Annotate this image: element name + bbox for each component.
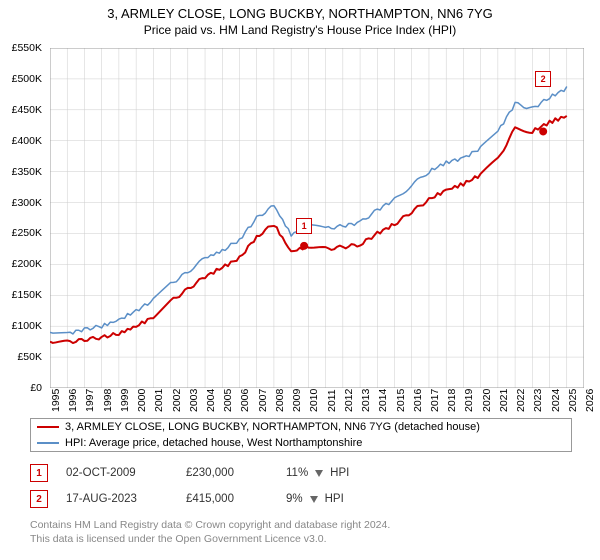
x-tick-label: 1998 [102,389,114,412]
x-tick-label: 2026 [584,389,596,412]
event-price: £230,000 [186,467,286,479]
legend-swatch [37,426,59,428]
event-date: 17-AUG-2023 [66,493,186,505]
x-tick-label: 2018 [446,389,458,412]
x-tick-label: 2004 [205,389,217,412]
legend-row: 3, ARMLEY CLOSE, LONG BUCKBY, NORTHAMPTO… [31,419,571,435]
x-tick-label: 1997 [84,389,96,412]
x-tick-label: 2003 [188,389,200,412]
x-tick-label: 1995 [50,389,62,412]
event-delta-suffix: HPI [330,467,349,479]
y-tick-label: £500K [12,73,42,85]
y-tick-label: £450K [12,104,42,116]
legend: 3, ARMLEY CLOSE, LONG BUCKBY, NORTHAMPTO… [30,418,572,452]
y-tick-label: £150K [12,289,42,301]
y-tick-label: £50K [17,351,42,363]
event-delta-pct: 11% [286,467,308,479]
x-tick-label: 2002 [171,389,183,412]
footer-line-1: Contains HM Land Registry data © Crown c… [30,518,570,532]
x-tick-label: 2012 [343,389,355,412]
y-tick-label: £0 [30,382,42,394]
chart-titles: 3, ARMLEY CLOSE, LONG BUCKBY, NORTHAMPTO… [0,0,600,39]
x-tick-label: 2001 [153,389,165,412]
x-tick-label: 2016 [412,389,424,412]
chart-marker: 1 [296,218,312,234]
legend-row: HPI: Average price, detached house, West… [31,435,571,451]
y-tick-label: £400K [12,135,42,147]
y-tick-label: £550K [12,42,42,54]
y-axis: £0£50K£100K£150K£200K£250K£300K£350K£400… [0,48,44,388]
x-axis: 1995 1996 1997 1998 1999 2000 2001 2002 2003 2004… [50,388,584,418]
footer-line-2: This data is licensed under the Open Gov… [30,532,570,546]
legend-label: 3, ARMLEY CLOSE, LONG BUCKBY, NORTHAMPTO… [65,421,480,433]
footer: Contains HM Land Registry data © Crown c… [30,518,570,546]
chart-subtitle: Price paid vs. HM Land Registry's House … [0,23,600,37]
event-row: 2 17-AUG-2023£415,0009% HPI [30,486,570,512]
y-tick-label: £100K [12,320,42,332]
x-tick-label: 2011 [326,389,338,412]
x-tick-label: 2010 [308,389,320,412]
x-tick-label: 2019 [463,389,475,412]
x-tick-label: 2015 [395,389,407,412]
y-tick-label: £250K [12,227,42,239]
x-tick-label: 2008 [274,389,286,412]
x-tick-label: 2013 [360,389,372,412]
x-tick-label: 2017 [429,389,441,412]
event-price: £415,000 [186,493,286,505]
x-tick-label: 1996 [67,389,79,412]
x-tick-label: 2009 [291,389,303,412]
event-delta: 11% HPI [286,467,349,479]
chart-svg [50,48,584,388]
chart-plot-area: 12 [50,48,584,388]
chart-title: 3, ARMLEY CLOSE, LONG BUCKBY, NORTHAMPTO… [0,6,600,21]
y-tick-label: £200K [12,258,42,270]
legend-label: HPI: Average price, detached house, West… [65,437,362,449]
x-tick-label: 2014 [377,389,389,412]
x-tick-label: 2005 [222,389,234,412]
event-date: 02-OCT-2009 [66,467,186,479]
y-tick-label: £350K [12,166,42,178]
event-delta-pct: 9% [286,493,303,505]
x-tick-label: 2023 [532,389,544,412]
arrow-down-icon [310,496,318,503]
y-tick-label: £300K [12,197,42,209]
legend-swatch [37,442,59,444]
chart-marker: 2 [535,71,551,87]
x-tick-label: 2000 [136,389,148,412]
x-tick-label: 2025 [567,389,579,412]
x-tick-label: 2022 [515,389,527,412]
event-delta-suffix: HPI [325,493,344,505]
event-marker: 1 [30,464,48,482]
arrow-down-icon [315,470,323,477]
event-rows: 1 02-OCT-2009£230,00011% HPI 2 17-AUG-2023£4… [30,460,570,512]
event-marker: 2 [30,490,48,508]
x-tick-label: 2007 [257,389,269,412]
x-tick-label: 1999 [119,389,131,412]
x-tick-label: 2006 [239,389,251,412]
x-tick-label: 2020 [481,389,493,412]
x-tick-label: 2021 [498,389,510,412]
x-tick-label: 2024 [550,389,562,412]
event-row: 1 02-OCT-2009£230,00011% HPI [30,460,570,486]
event-delta: 9% HPI [286,493,344,505]
